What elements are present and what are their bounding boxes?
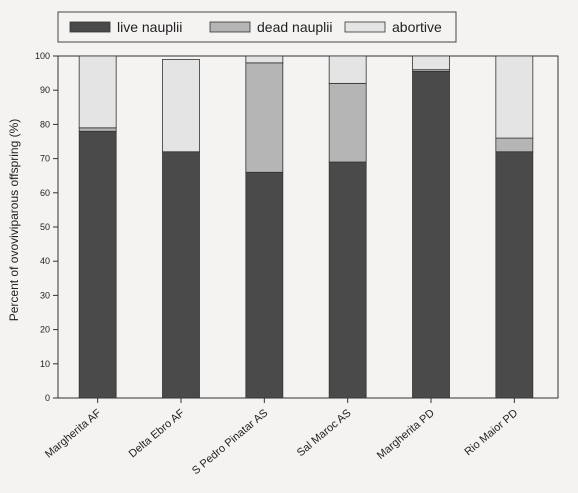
legend-label-dead-nauplii: dead nauplii: [257, 19, 333, 35]
y-tick-label: 60: [40, 188, 50, 198]
y-tick-label: 30: [40, 290, 50, 300]
x-category-label: Sal Maroc AS: [295, 407, 354, 459]
y-tick-label: 50: [40, 222, 50, 232]
bar-live-nauplii-3: [328, 161, 367, 399]
legend-swatch-abortive: [344, 21, 386, 33]
y-tick-label: 80: [40, 119, 50, 129]
legend-label-live-nauplii: live nauplii: [117, 19, 182, 35]
x-category-label: Margherita AF: [43, 407, 104, 461]
bar-dead-nauplii-3: [328, 82, 367, 163]
y-tick-label: 90: [40, 85, 50, 95]
y-tick-label: 40: [40, 256, 50, 266]
y-axis: 0 10 20 30 40 50 60 70 80 90 100: [35, 51, 58, 403]
y-axis-title: Percent of ovoviviparous offspring (%): [7, 119, 21, 322]
legend-swatch-live-nauplii: [69, 21, 111, 33]
bar-abortive-4: [412, 55, 450, 71]
x-category-label: Margherita PD: [375, 407, 437, 462]
x-category-label: S Pedro Pinatar AS: [190, 407, 270, 477]
legend: live nauplii dead nauplii abortive: [57, 11, 457, 43]
legend-swatch-dead-nauplii: [209, 21, 251, 33]
bar-abortive-1: [162, 59, 200, 153]
y-tick-label: 0: [45, 393, 50, 403]
bar-dead-nauplii-2: [245, 62, 284, 173]
bar-abortive-0: [78, 55, 117, 129]
bar-live-nauplii-5: [495, 151, 534, 399]
legend-label-abortive: abortive: [392, 19, 442, 35]
bar-live-nauplii-4: [412, 70, 450, 399]
bar-abortive-5: [495, 55, 534, 139]
bar-live-nauplii-1: [162, 151, 200, 399]
bar-live-nauplii-2: [245, 171, 284, 399]
legend-box: [57, 11, 457, 43]
plot-frame: [57, 55, 559, 399]
x-category-label: Rio Maior PD: [462, 407, 520, 458]
bar-abortive-2: [245, 55, 284, 64]
y-tick-label: 100: [35, 51, 50, 61]
bar-abortive-3: [328, 55, 367, 84]
y-tick-label: 70: [40, 154, 50, 164]
bar-dead-nauplii-5: [495, 137, 534, 153]
x-category-label: Delta Ebro AF: [127, 407, 187, 460]
bar-dead-nauplii-0: [78, 127, 117, 132]
bars-group: [78, 55, 534, 399]
bar-live-nauplii-0: [78, 130, 117, 399]
y-tick-label: 20: [40, 325, 50, 335]
y-tick-label: 10: [40, 359, 50, 369]
x-axis: Margherita AF Delta Ebro AF S Pedro Pinata…: [43, 398, 520, 477]
